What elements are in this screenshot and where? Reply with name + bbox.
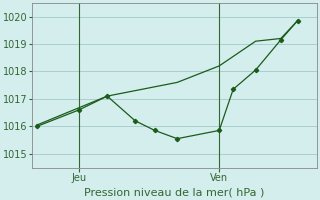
X-axis label: Pression niveau de la mer( hPa ): Pression niveau de la mer( hPa ): [84, 187, 265, 197]
